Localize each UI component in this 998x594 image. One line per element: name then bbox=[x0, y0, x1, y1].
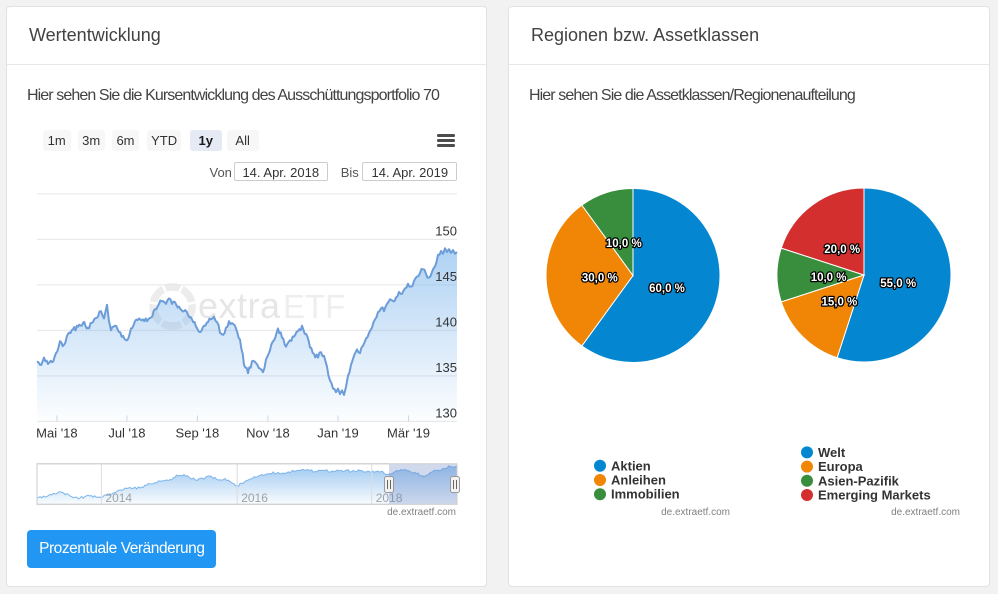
svg-text:Jul '18: Jul '18 bbox=[108, 426, 145, 441]
svg-text:135: 135 bbox=[435, 360, 457, 375]
svg-text:2014: 2014 bbox=[105, 491, 132, 505]
svg-text:Nov '18: Nov '18 bbox=[246, 426, 290, 441]
svg-text:Anleihen: Anleihen bbox=[611, 473, 666, 488]
svg-text:Welt: Welt bbox=[818, 445, 846, 460]
svg-text:Asien-Pazifik: Asien-Pazifik bbox=[818, 473, 900, 488]
svg-text:140: 140 bbox=[435, 314, 457, 329]
svg-text:145: 145 bbox=[435, 269, 457, 284]
svg-text:Mai '18: Mai '18 bbox=[36, 426, 78, 441]
svg-text:2018: 2018 bbox=[376, 491, 403, 505]
svg-text:Sep '18: Sep '18 bbox=[176, 426, 220, 441]
svg-text:10,0 %: 10,0 % bbox=[606, 238, 642, 250]
svg-text:2016: 2016 bbox=[241, 491, 268, 505]
svg-text:60,0 %: 60,0 % bbox=[649, 283, 685, 295]
svg-text:20,0 %: 20,0 % bbox=[824, 244, 860, 256]
svg-text:de.extraetf.com: de.extraetf.com bbox=[661, 507, 730, 518]
svg-text:Europa: Europa bbox=[818, 459, 864, 474]
svg-text:Jan '19: Jan '19 bbox=[317, 426, 359, 441]
svg-text:Immobilien: Immobilien bbox=[611, 487, 680, 502]
svg-text:Emerging Markets: Emerging Markets bbox=[818, 488, 931, 503]
svg-text:de.extraetf.com: de.extraetf.com bbox=[387, 507, 456, 518]
svg-text:130: 130 bbox=[435, 405, 457, 420]
svg-text:Aktien: Aktien bbox=[611, 458, 651, 473]
svg-text:ETF: ETF bbox=[283, 288, 345, 325]
svg-text:10,0 %: 10,0 % bbox=[811, 272, 847, 284]
svg-text:150: 150 bbox=[435, 223, 457, 238]
svg-text:Mär '19: Mär '19 bbox=[387, 426, 430, 441]
svg-text:15,0 %: 15,0 % bbox=[821, 297, 857, 309]
svg-text:de.extraetf.com: de.extraetf.com bbox=[891, 507, 960, 518]
svg-text:55,0 %: 55,0 % bbox=[880, 278, 916, 290]
svg-text:30,0 %: 30,0 % bbox=[582, 272, 618, 284]
